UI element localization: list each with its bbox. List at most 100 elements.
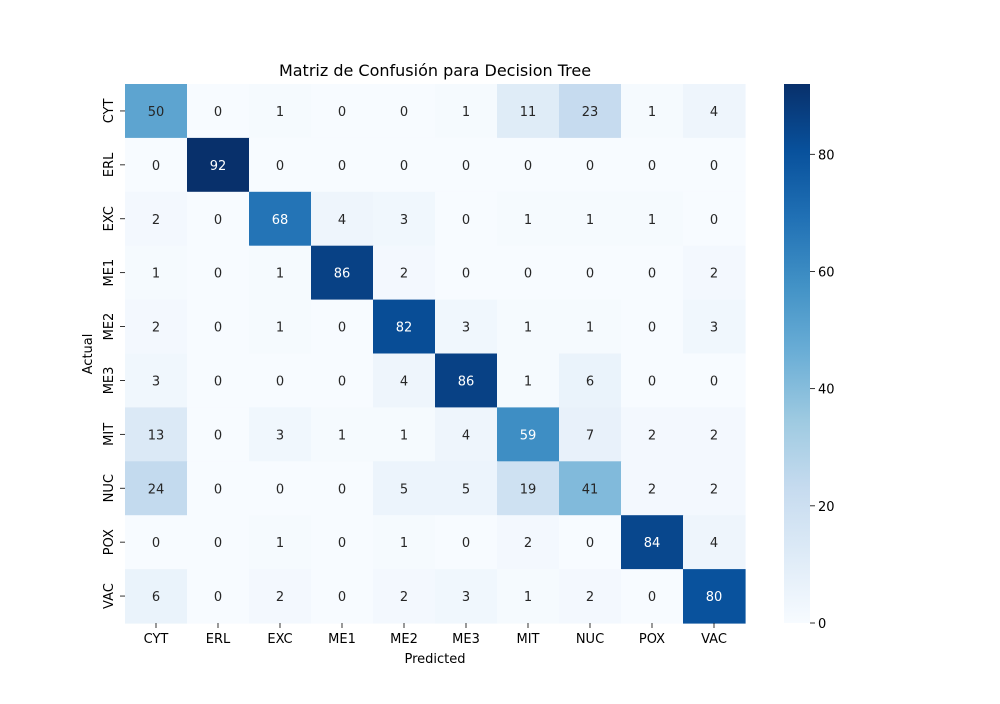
cell-value-label: 0	[648, 321, 656, 336]
heatmap-cell	[559, 299, 622, 355]
heatmap-cell	[497, 191, 560, 247]
x-tick-label: EXC	[267, 632, 292, 647]
cell-value-label: 84	[644, 536, 661, 551]
colorbar-tick-label: 0	[818, 617, 826, 632]
cell-value-label: 92	[210, 159, 227, 174]
x-tick-label: CYT	[144, 632, 169, 647]
heatmap-cell	[125, 299, 188, 355]
cell-value-label: 3	[276, 428, 284, 443]
y-tick-label: ERL	[102, 152, 117, 177]
cell-value-label: 0	[152, 159, 160, 174]
heatmap-cell	[435, 84, 498, 139]
heatmap-cell	[621, 353, 684, 408]
cell-value-label: 0	[214, 321, 222, 336]
heatmap-cell	[249, 407, 312, 462]
cell-value-label: 0	[648, 267, 656, 282]
heatmap-cell	[311, 84, 374, 139]
heatmap-cell	[559, 84, 622, 139]
heatmap-cell	[373, 299, 436, 355]
heatmap-cell	[435, 461, 498, 516]
cell-value-label: 1	[648, 213, 656, 228]
y-tick-label: POX	[102, 529, 117, 555]
heatmap-cell	[497, 515, 560, 570]
cell-value-label: 2	[710, 428, 718, 443]
y-tick-label: CYT	[102, 99, 117, 124]
heatmap-cell	[497, 299, 560, 355]
x-axis-ticks: CYT ERL EXC ME1 ME2 ME3 MIT NUC POX VAC	[144, 623, 727, 647]
heatmap-cell	[187, 245, 250, 301]
cell-value-label: 4	[400, 374, 408, 389]
cell-value-label: 3	[152, 374, 160, 389]
cell-value-label: 0	[462, 267, 470, 282]
heatmap-cell	[621, 299, 684, 355]
cell-value-label: 0	[462, 536, 470, 551]
cell-value-label: 0	[586, 536, 594, 551]
heatmap-cell	[621, 191, 684, 247]
heatmap-cell	[125, 461, 188, 516]
heatmap-cell	[373, 461, 436, 516]
heatmap-cell	[249, 137, 312, 193]
heatmap-cell	[559, 407, 622, 462]
heatmap-cell	[683, 515, 746, 570]
heatmap-cell	[683, 569, 746, 624]
heatmap-cell	[497, 461, 560, 516]
cell-value-label: 0	[400, 159, 408, 174]
heatmap-cell	[125, 84, 188, 139]
cell-value-label: 3	[400, 213, 408, 228]
heatmap-cell	[373, 191, 436, 247]
heatmap-cell	[621, 137, 684, 193]
heatmap-cell	[373, 84, 436, 139]
heatmap-cell	[621, 84, 684, 139]
y-axis-ticks: CYT ERL EXC ME1 ME2 ME3 MIT NUC POX VAC	[102, 99, 125, 609]
x-tick-label: NUC	[576, 632, 604, 647]
cell-value-label: 1	[586, 321, 594, 336]
cell-value-label: 0	[710, 374, 718, 389]
cell-value-label: 4	[710, 105, 718, 120]
cell-value-label: 2	[648, 482, 656, 497]
heatmap-cell	[497, 84, 560, 139]
heatmap-cell	[249, 84, 312, 139]
cell-value-label: 59	[520, 428, 537, 443]
cell-annotations: 50 0 1 0 0 1 11 23 1 40 92 0 0 0 0 0 0 0 02 0 68 4 3 0 1 1 1 01 0 1 86…	[148, 105, 723, 605]
y-tick-label: ME1	[102, 259, 117, 287]
heatmap-cell	[497, 245, 560, 301]
cell-value-label: 2	[152, 213, 160, 228]
heatmap-cell	[559, 461, 622, 516]
cell-value-label: 0	[648, 590, 656, 605]
cell-value-label: 0	[214, 536, 222, 551]
heatmap-cell	[311, 245, 374, 301]
cell-value-label: 0	[338, 536, 346, 551]
cell-value-label: 0	[524, 267, 532, 282]
cell-value-label: 1	[276, 267, 284, 282]
heatmap-cell	[497, 569, 560, 624]
heatmap-cell	[621, 245, 684, 301]
x-tick-label: ME3	[452, 632, 480, 647]
heatmap-cell	[187, 299, 250, 355]
y-tick-label: EXC	[102, 206, 117, 231]
cell-value-label: 6	[586, 374, 594, 389]
heatmap-cell	[559, 569, 622, 624]
cell-value-label: 1	[462, 105, 470, 120]
heatmap-cell	[249, 461, 312, 516]
cell-value-label: 1	[276, 536, 284, 551]
cell-value-label: 7	[586, 428, 594, 443]
cell-value-label: 0	[648, 159, 656, 174]
cell-value-label: 2	[400, 590, 408, 605]
y-tick-label: VAC	[102, 583, 117, 609]
colorbar-tick-label: 60	[818, 265, 835, 280]
cell-value-label: 1	[276, 321, 284, 336]
heatmap-cell	[497, 407, 560, 462]
heatmap-cell	[249, 245, 312, 301]
cell-value-label: 0	[586, 267, 594, 282]
heatmap-cell	[249, 569, 312, 624]
cell-value-label: 0	[214, 590, 222, 605]
cell-value-label: 86	[334, 267, 351, 282]
heatmap-cell	[683, 407, 746, 462]
colorbar-ticks: 0 20 40 60 80	[810, 148, 835, 632]
cell-value-label: 3	[462, 590, 470, 605]
heatmap-cell	[249, 515, 312, 570]
cell-value-label: 0	[710, 213, 718, 228]
heatmap-cell	[683, 461, 746, 516]
cell-value-label: 0	[214, 105, 222, 120]
heatmap-cell	[125, 245, 188, 301]
